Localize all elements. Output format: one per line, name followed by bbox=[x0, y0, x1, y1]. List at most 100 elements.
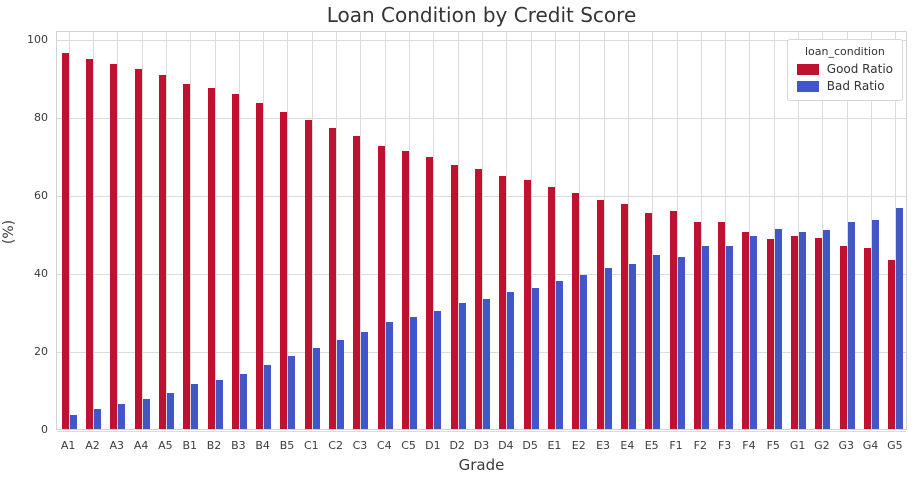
x-tick-label: C1 bbox=[303, 439, 319, 452]
v-gridline bbox=[384, 32, 386, 429]
bar-bad-ratio-C3 bbox=[361, 331, 369, 429]
v-gridline bbox=[214, 32, 216, 429]
bar-good-ratio-E5 bbox=[645, 213, 653, 429]
bar-bad-ratio-D3 bbox=[483, 298, 490, 429]
x-tick-label: A2 bbox=[85, 439, 100, 452]
x-tick-label: D1 bbox=[425, 439, 441, 452]
legend-item-bad-ratio: Bad Ratio bbox=[796, 79, 893, 93]
bar-good-ratio-D2 bbox=[450, 164, 458, 429]
bar-good-ratio-B3 bbox=[231, 93, 239, 429]
v-gridline bbox=[895, 32, 897, 429]
good-ratio-swatch bbox=[796, 63, 819, 75]
legend-item-good-ratio: Good Ratio bbox=[796, 62, 893, 76]
x-tick-label: F2 bbox=[693, 439, 707, 452]
legend-label-bad-ratio: Bad Ratio bbox=[826, 79, 885, 93]
y-tick-label: 100 bbox=[27, 32, 48, 46]
v-gridline bbox=[871, 32, 873, 429]
bar-bad-ratio-D2 bbox=[458, 303, 466, 429]
bar-good-ratio-E3 bbox=[596, 199, 604, 429]
bar-bad-ratio-G1 bbox=[799, 232, 807, 429]
x-tick-label: C2 bbox=[328, 439, 343, 452]
bar-bad-ratio-E5 bbox=[653, 254, 661, 429]
bar-good-ratio-C5 bbox=[402, 151, 410, 429]
x-tick-label: A5 bbox=[158, 439, 173, 452]
x-tick-label: B3 bbox=[231, 439, 246, 452]
v-gridline bbox=[117, 32, 119, 429]
v-gridline bbox=[822, 32, 824, 429]
x-tick-label: G4 bbox=[862, 439, 879, 452]
bar-bad-ratio-B3 bbox=[239, 374, 247, 429]
v-gridline bbox=[409, 32, 411, 429]
x-tick-label: C3 bbox=[352, 439, 368, 452]
bar-good-ratio-D1 bbox=[426, 156, 434, 429]
bar-bad-ratio-F5 bbox=[774, 228, 782, 429]
bar-bad-ratio-B2 bbox=[215, 380, 223, 429]
x-tick-label: B2 bbox=[206, 439, 222, 452]
bar-good-ratio-D3 bbox=[475, 169, 482, 429]
v-gridline bbox=[360, 32, 362, 429]
v-gridline bbox=[676, 32, 678, 429]
bar-bad-ratio-A3 bbox=[118, 404, 126, 429]
bar-good-ratio-A5 bbox=[158, 74, 166, 429]
bar-bad-ratio-C1 bbox=[312, 347, 320, 429]
v-gridline bbox=[482, 32, 483, 429]
x-tick-label: G3 bbox=[838, 439, 854, 452]
y-tick-label: 80 bbox=[34, 110, 48, 124]
bar-bad-ratio-E3 bbox=[604, 268, 612, 429]
bar-good-ratio-D5 bbox=[523, 180, 531, 429]
v-gridline bbox=[287, 32, 289, 429]
x-tick-label: B4 bbox=[255, 439, 270, 452]
bar-bad-ratio-G2 bbox=[823, 230, 831, 429]
chart-title: Loan Condition by Credit Score bbox=[326, 3, 637, 27]
bar-bad-ratio-D1 bbox=[434, 311, 442, 429]
bar-good-ratio-F3 bbox=[718, 222, 726, 429]
v-gridline bbox=[263, 32, 265, 429]
bar-good-ratio-A2 bbox=[85, 58, 93, 429]
v-gridline bbox=[141, 32, 143, 429]
bar-bad-ratio-D4 bbox=[507, 292, 515, 429]
v-gridline bbox=[798, 32, 800, 429]
bar-good-ratio-G4 bbox=[864, 248, 872, 429]
plot-area: loan_condition Good Ratio Bad Ratio bbox=[56, 31, 907, 432]
v-gridline bbox=[700, 32, 702, 429]
x-tick-label: G1 bbox=[789, 439, 806, 452]
x-tick-label: B1 bbox=[182, 439, 197, 452]
bar-good-ratio-G1 bbox=[791, 235, 799, 429]
bar-good-ratio-G2 bbox=[815, 237, 823, 429]
v-gridline bbox=[311, 32, 313, 429]
bar-good-ratio-A4 bbox=[134, 69, 142, 429]
v-gridline bbox=[773, 32, 775, 429]
x-tick-label: G2 bbox=[814, 439, 830, 452]
bar-good-ratio-D4 bbox=[499, 175, 507, 429]
bar-bad-ratio-F4 bbox=[750, 235, 758, 429]
y-axis-label: (%) bbox=[1, 219, 17, 245]
v-gridline bbox=[603, 32, 605, 429]
bar-good-ratio-F5 bbox=[766, 239, 774, 429]
bar-bad-ratio-A2 bbox=[93, 409, 101, 429]
x-tick-label: F3 bbox=[717, 439, 732, 452]
bar-bad-ratio-A5 bbox=[166, 393, 174, 429]
bar-bad-ratio-C5 bbox=[410, 316, 418, 429]
bar-good-ratio-B1 bbox=[183, 84, 191, 429]
bar-bad-ratio-G5 bbox=[896, 208, 904, 429]
v-gridline bbox=[579, 32, 581, 429]
x-tick-label: E2 bbox=[571, 439, 586, 452]
x-axis-label: Grade bbox=[458, 456, 505, 474]
x-tick-label: D5 bbox=[522, 439, 538, 452]
v-gridline bbox=[506, 32, 508, 429]
x-tick-label: D4 bbox=[498, 439, 514, 452]
x-tick-label: E5 bbox=[644, 439, 659, 452]
bar-bad-ratio-G4 bbox=[872, 219, 880, 429]
x-tick-label: A1 bbox=[60, 439, 76, 452]
v-gridline bbox=[846, 32, 848, 429]
v-gridline bbox=[457, 32, 459, 429]
bar-good-ratio-E1 bbox=[547, 187, 555, 429]
x-tick-label: D3 bbox=[473, 439, 490, 452]
x-tick-label: G5 bbox=[887, 439, 903, 452]
v-gridline bbox=[68, 32, 70, 429]
bar-bad-ratio-C2 bbox=[337, 340, 345, 429]
bar-bad-ratio-A1 bbox=[69, 414, 77, 429]
bar-good-ratio-C4 bbox=[377, 146, 385, 429]
v-gridline bbox=[749, 32, 751, 429]
bar-good-ratio-C2 bbox=[329, 127, 337, 429]
